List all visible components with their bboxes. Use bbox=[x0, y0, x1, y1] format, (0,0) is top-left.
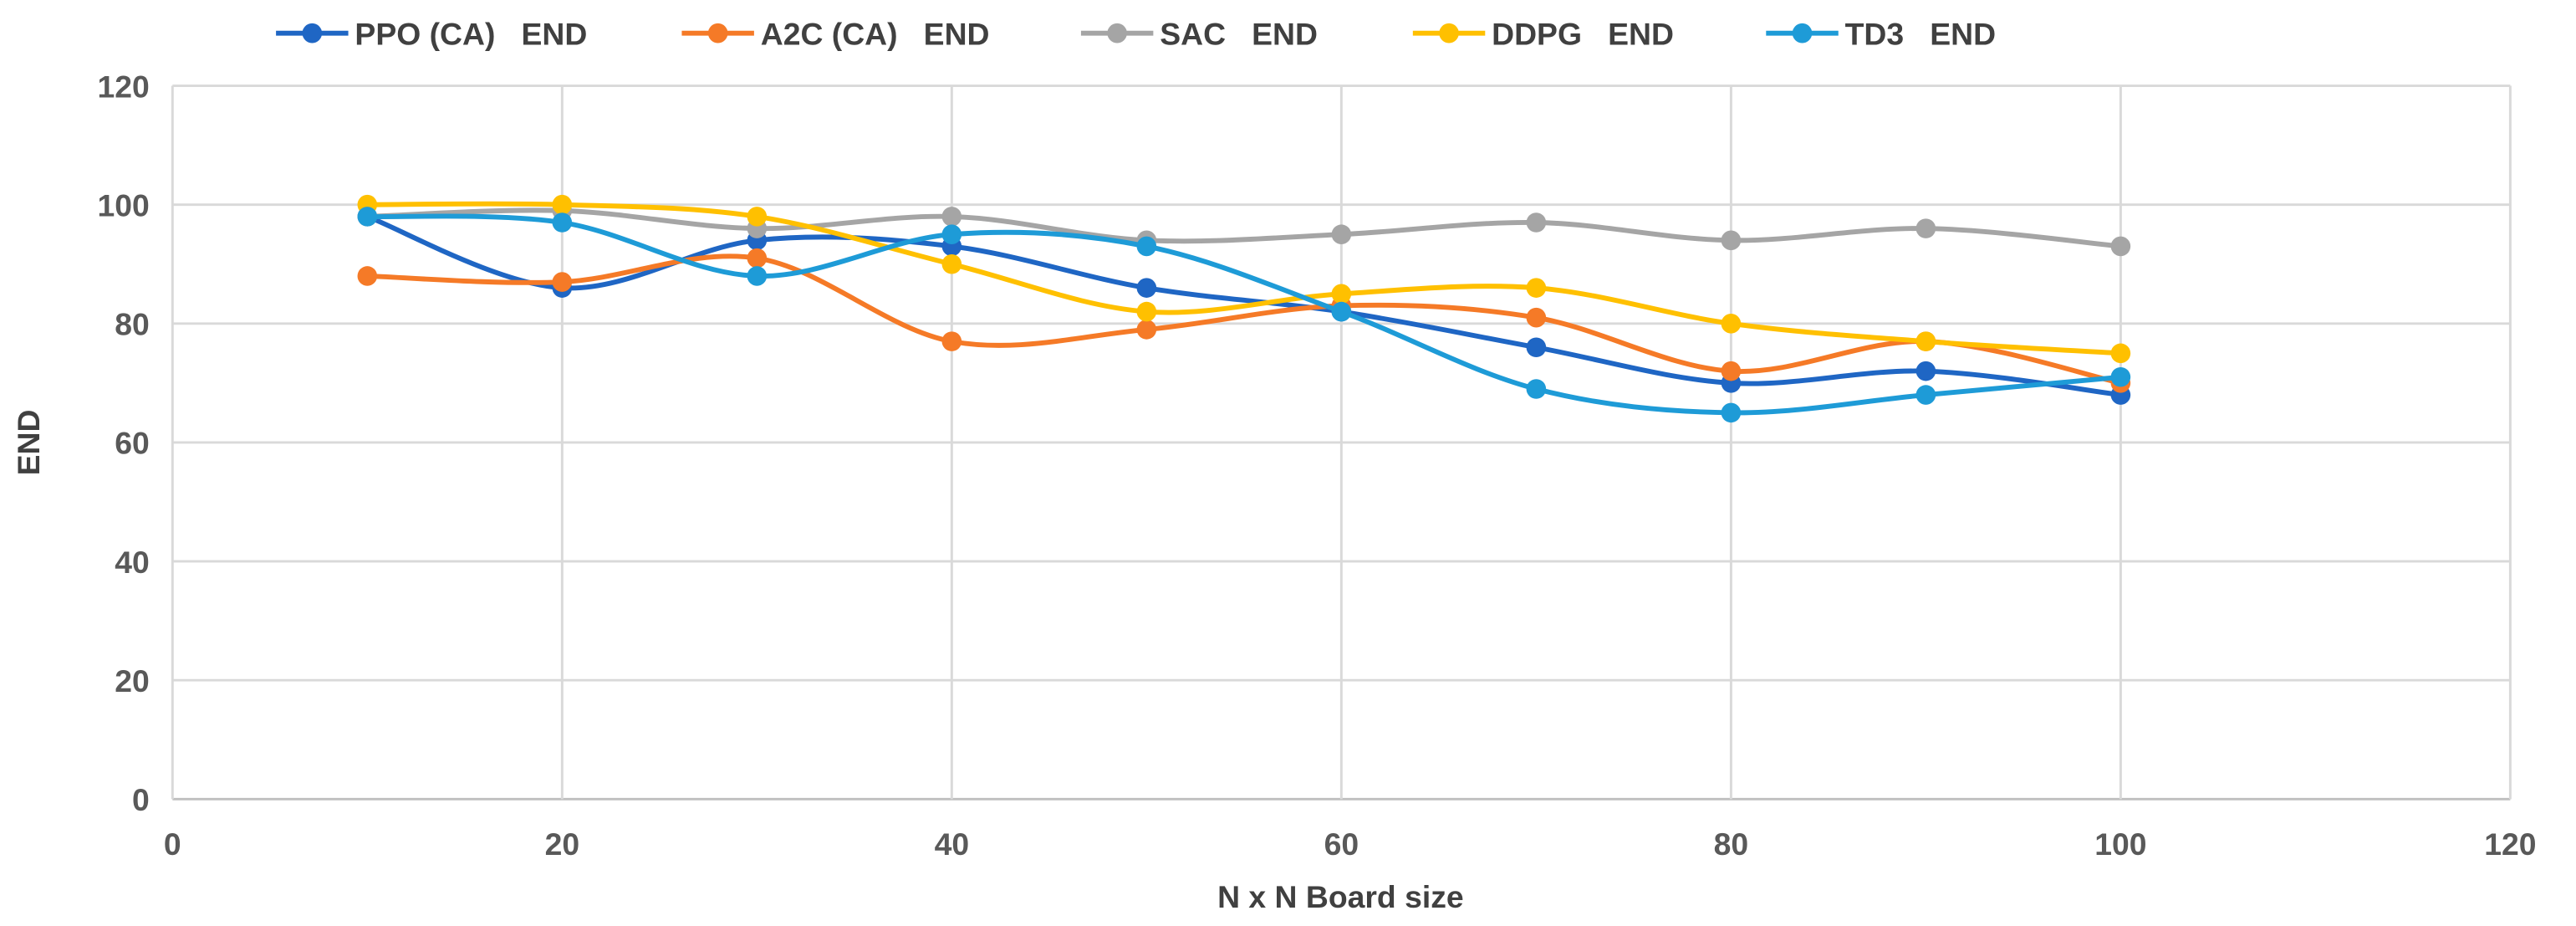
data-point bbox=[1331, 301, 1352, 322]
data-point bbox=[941, 207, 962, 227]
data-point bbox=[1526, 337, 1547, 358]
legend-marker bbox=[707, 23, 728, 43]
data-point bbox=[941, 253, 962, 274]
data-point bbox=[2110, 236, 2131, 257]
legend-label: TD3 END bbox=[1845, 16, 1996, 51]
y-tick-label: 40 bbox=[115, 545, 150, 580]
x-axis-label: N x N Board size bbox=[1217, 879, 1464, 914]
legend-label: SAC END bbox=[1160, 16, 1318, 51]
data-point bbox=[552, 212, 573, 233]
y-tick-label: 20 bbox=[115, 663, 150, 698]
data-point bbox=[747, 207, 768, 227]
series-2 bbox=[357, 200, 2131, 257]
data-point bbox=[941, 224, 962, 245]
data-point bbox=[552, 194, 573, 215]
legend-item: PPO (CA) END bbox=[276, 16, 587, 51]
y-tick-label: 60 bbox=[115, 426, 150, 461]
data-point bbox=[1915, 361, 1936, 381]
data-point bbox=[357, 266, 378, 286]
x-tick-label: 120 bbox=[2484, 826, 2536, 862]
series-3 bbox=[357, 194, 2131, 364]
axes: 0 20 40 60 80 100 120 0 20 40 60 80 100 120 bbox=[98, 69, 2537, 862]
data-point bbox=[1915, 385, 1936, 405]
y-tick-label: 120 bbox=[98, 69, 150, 104]
data-point bbox=[1721, 314, 1742, 334]
grid bbox=[171, 84, 2512, 801]
legend-item: SAC END bbox=[1080, 16, 1318, 51]
legend-label: A2C (CA) END bbox=[761, 16, 990, 51]
data-point bbox=[1136, 236, 1157, 257]
data-point bbox=[2110, 343, 2131, 364]
y-axis-label: END bbox=[11, 410, 46, 476]
series-1 bbox=[357, 248, 2131, 393]
data-point bbox=[1136, 278, 1157, 298]
y-tick-label: 100 bbox=[98, 187, 150, 223]
series-line bbox=[367, 201, 2121, 356]
series-line bbox=[367, 253, 2121, 386]
data-point bbox=[552, 272, 573, 292]
data-point bbox=[1721, 361, 1742, 381]
data-point bbox=[1331, 284, 1352, 304]
data-point bbox=[1721, 230, 1742, 251]
series-line bbox=[366, 214, 2121, 398]
legend-marker bbox=[1439, 23, 1459, 43]
legend-item: DDPG END bbox=[1412, 16, 1674, 51]
legend-label: DDPG END bbox=[1492, 16, 1674, 51]
data-point bbox=[1526, 212, 1547, 233]
data-point bbox=[1331, 224, 1352, 245]
y-tick-label: 80 bbox=[115, 307, 150, 342]
series-group bbox=[357, 194, 2131, 423]
legend-label: PPO (CA) END bbox=[355, 16, 587, 51]
data-point bbox=[2110, 366, 2131, 387]
x-tick-label: 20 bbox=[545, 826, 580, 862]
data-point bbox=[941, 331, 962, 351]
x-tick-label: 80 bbox=[1714, 826, 1749, 862]
x-tick-label: 0 bbox=[164, 826, 181, 862]
data-point bbox=[1526, 379, 1547, 399]
series-4 bbox=[357, 207, 2131, 423]
data-point bbox=[1526, 307, 1547, 328]
data-point bbox=[357, 207, 378, 227]
data-point bbox=[1915, 218, 1936, 238]
data-point bbox=[1915, 331, 1936, 351]
series-line bbox=[367, 207, 2121, 249]
legend-marker bbox=[1792, 23, 1813, 43]
data-point bbox=[747, 266, 768, 286]
x-tick-label: 40 bbox=[935, 826, 970, 862]
x-tick-label: 100 bbox=[2094, 826, 2146, 862]
data-point bbox=[1526, 278, 1547, 298]
legend: PPO (CA) END A2C (CA) END SAC END DDPG END T… bbox=[276, 16, 1996, 51]
legend-item: TD3 END bbox=[1766, 16, 1996, 51]
data-point bbox=[1136, 320, 1157, 340]
x-tick-label: 60 bbox=[1324, 826, 1359, 862]
data-point bbox=[747, 248, 768, 269]
legend-item: A2C (CA) END bbox=[681, 16, 990, 51]
series-line bbox=[367, 213, 2121, 416]
data-point bbox=[1721, 402, 1742, 423]
legend-marker bbox=[1107, 23, 1127, 43]
legend-marker bbox=[302, 23, 323, 43]
y-tick-label: 0 bbox=[132, 782, 150, 817]
data-point bbox=[1136, 301, 1157, 322]
